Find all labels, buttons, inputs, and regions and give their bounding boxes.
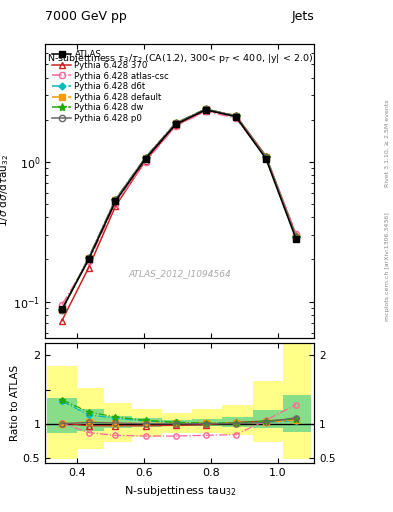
Pythia 6.428 dw <box>60 307 64 313</box>
Text: Rivet 3.1.10, ≥ 2.5M events: Rivet 3.1.10, ≥ 2.5M events <box>385 100 389 187</box>
Pythia 6.428 d6t <box>264 154 268 160</box>
Pythia 6.428 d6t <box>203 106 208 112</box>
Pythia 6.428 atlas-csc <box>294 231 298 237</box>
Pythia 6.428 atlas-csc <box>60 302 64 308</box>
Pythia 6.428 d6t <box>113 197 118 203</box>
Pythia 6.428 d6t <box>233 113 238 119</box>
Pythia 6.428 p0 <box>113 197 118 203</box>
Legend: ATLAS, Pythia 6.428 370, Pythia 6.428 atlas-csc, Pythia 6.428 d6t, Pythia 6.428 : ATLAS, Pythia 6.428 370, Pythia 6.428 at… <box>50 48 172 125</box>
Pythia 6.428 370 <box>143 158 148 164</box>
Line: Pythia 6.428 d6t: Pythia 6.428 d6t <box>59 106 298 312</box>
Pythia 6.428 default <box>60 307 64 313</box>
X-axis label: N-subjettiness tau$_{32}$: N-subjettiness tau$_{32}$ <box>123 484 236 498</box>
Pythia 6.428 d6t <box>294 234 298 240</box>
Line: Pythia 6.428 p0: Pythia 6.428 p0 <box>59 106 299 313</box>
ATLAS <box>143 156 148 162</box>
ATLAS <box>86 257 91 263</box>
Pythia 6.428 atlas-csc <box>203 108 208 114</box>
Pythia 6.428 default <box>143 155 148 161</box>
ATLAS <box>173 121 178 127</box>
Pythia 6.428 atlas-csc <box>233 115 238 121</box>
Pythia 6.428 atlas-csc <box>113 201 118 207</box>
Pythia 6.428 p0 <box>60 307 64 313</box>
ATLAS <box>203 107 208 113</box>
Pythia 6.428 dw <box>203 106 208 112</box>
Pythia 6.428 p0 <box>264 154 268 160</box>
Pythia 6.428 p0 <box>203 106 208 112</box>
Pythia 6.428 370 <box>203 108 208 114</box>
Pythia 6.428 default <box>113 197 118 203</box>
Y-axis label: Ratio to ATLAS: Ratio to ATLAS <box>10 365 20 441</box>
Pythia 6.428 d6t <box>86 255 91 261</box>
Pythia 6.428 default <box>233 113 238 119</box>
Pythia 6.428 370 <box>294 232 298 238</box>
Pythia 6.428 370 <box>60 317 64 324</box>
Pythia 6.428 d6t <box>173 120 178 126</box>
Line: ATLAS: ATLAS <box>59 106 299 312</box>
ATLAS <box>60 306 64 312</box>
Pythia 6.428 dw <box>113 197 118 203</box>
Pythia 6.428 p0 <box>294 234 298 240</box>
Line: Pythia 6.428 dw: Pythia 6.428 dw <box>58 105 300 314</box>
Pythia 6.428 p0 <box>143 155 148 161</box>
Pythia 6.428 370 <box>113 203 118 209</box>
Pythia 6.428 default <box>294 234 298 240</box>
Pythia 6.428 p0 <box>233 113 238 119</box>
Pythia 6.428 atlas-csc <box>143 159 148 165</box>
Y-axis label: 1/$\sigma$ d$\sigma$/d$\tau$au$_{32}$: 1/$\sigma$ d$\sigma$/d$\tau$au$_{32}$ <box>0 154 11 227</box>
ATLAS <box>294 236 298 242</box>
Line: Pythia 6.428 370: Pythia 6.428 370 <box>59 108 299 324</box>
Pythia 6.428 dw <box>294 234 298 240</box>
Pythia 6.428 dw <box>86 255 91 261</box>
Pythia 6.428 default <box>264 154 268 160</box>
Pythia 6.428 dw <box>233 113 238 119</box>
Line: Pythia 6.428 atlas-csc: Pythia 6.428 atlas-csc <box>59 108 299 308</box>
Pythia 6.428 atlas-csc <box>86 258 91 264</box>
ATLAS <box>233 114 238 120</box>
Text: 7000 GeV pp: 7000 GeV pp <box>45 10 127 23</box>
Text: N-subjettiness $\tau_3/\tau_2$ (CA(1.2), 300< p$_T$ < 400, |y| < 2.0): N-subjettiness $\tau_3/\tau_2$ (CA(1.2),… <box>47 52 313 66</box>
ATLAS <box>113 198 118 204</box>
Line: Pythia 6.428 default: Pythia 6.428 default <box>59 106 299 313</box>
Pythia 6.428 dw <box>264 154 268 160</box>
Pythia 6.428 d6t <box>60 307 64 313</box>
Pythia 6.428 370 <box>264 153 268 159</box>
Pythia 6.428 default <box>173 120 178 126</box>
Text: mcplots.cern.ch [arXiv:1306.3436]: mcplots.cern.ch [arXiv:1306.3436] <box>385 212 389 321</box>
Pythia 6.428 370 <box>173 122 178 129</box>
Text: Jets: Jets <box>292 10 314 23</box>
Pythia 6.428 dw <box>173 120 178 126</box>
Pythia 6.428 370 <box>86 265 91 271</box>
ATLAS <box>264 156 268 162</box>
Pythia 6.428 atlas-csc <box>173 123 178 129</box>
Pythia 6.428 p0 <box>86 255 91 261</box>
Pythia 6.428 dw <box>143 155 148 161</box>
Pythia 6.428 atlas-csc <box>264 154 268 160</box>
Pythia 6.428 d6t <box>143 155 148 161</box>
Pythia 6.428 370 <box>233 112 238 118</box>
Pythia 6.428 p0 <box>173 120 178 126</box>
Text: ATLAS_2012_I1094564: ATLAS_2012_I1094564 <box>129 269 231 278</box>
Pythia 6.428 default <box>86 255 91 261</box>
Pythia 6.428 default <box>203 106 208 112</box>
